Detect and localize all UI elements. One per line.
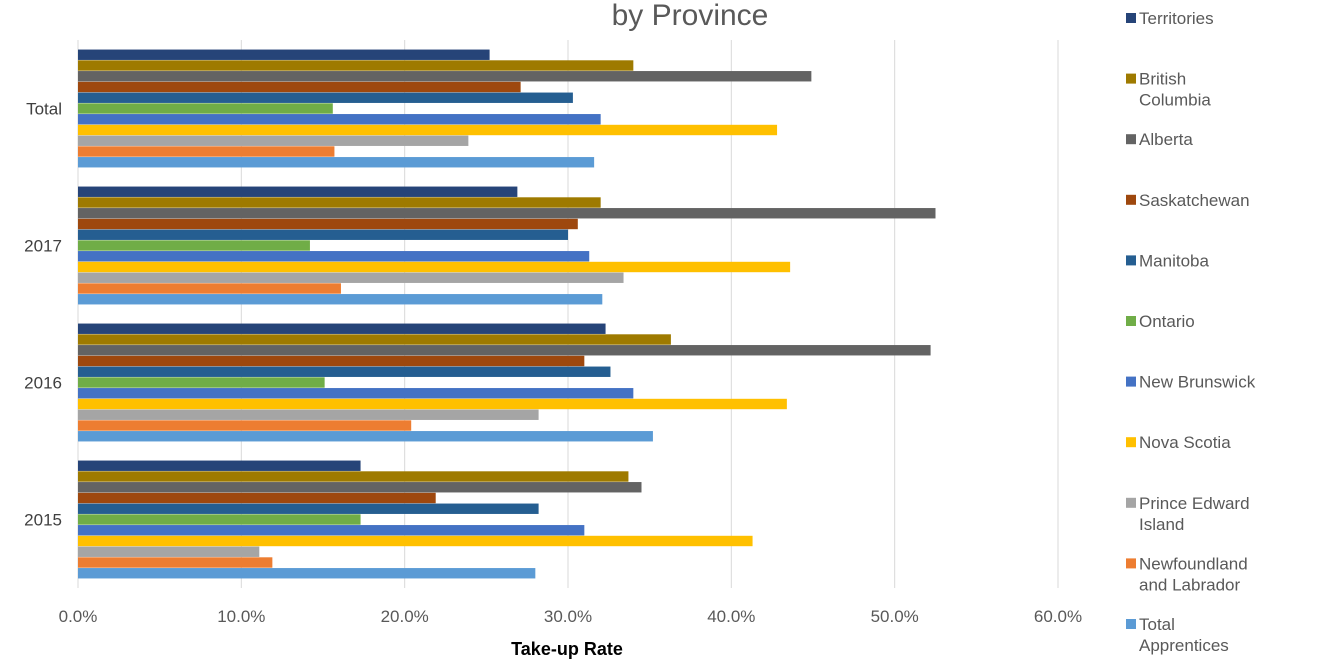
x-tick-label: 0.0% (59, 607, 98, 626)
x-axis-label: Take-up Rate (511, 639, 623, 659)
x-tick-label: 30.0% (544, 607, 592, 626)
bar (78, 546, 260, 557)
bar (78, 92, 573, 103)
legend-swatch (1126, 619, 1136, 629)
bar (78, 366, 611, 377)
bar (78, 514, 361, 525)
bar (78, 218, 578, 230)
bar (78, 114, 601, 125)
legend-label: Territories (1139, 9, 1214, 28)
bar (78, 492, 436, 504)
legend-swatch (1126, 497, 1136, 508)
bar (78, 420, 412, 431)
bar (78, 283, 341, 294)
bar (78, 525, 585, 536)
legend-swatch (1126, 134, 1136, 145)
legend-label: Manitoba (1139, 251, 1209, 270)
x-tick-label: 50.0% (871, 607, 919, 626)
x-axis-ticks: 0.0% 10.0% 20.0% 30.0% 40.0% 50.0% 60.0% (59, 607, 1082, 626)
bar (78, 355, 585, 367)
bar (78, 124, 778, 136)
bar (78, 197, 601, 208)
legend-label: Prince Edward Island (1139, 494, 1250, 534)
bar (78, 377, 325, 388)
bar (78, 557, 273, 568)
category-label: 2015 (24, 511, 62, 530)
bar (78, 186, 518, 197)
x-tick-label: 60.0% (1034, 607, 1082, 626)
bars (78, 49, 936, 579)
legend-label: Nova Scotia (1139, 433, 1231, 452)
legend-swatch (1126, 376, 1136, 387)
bar (78, 103, 333, 114)
y-axis-categories: Total 2017 2016 2015 (24, 100, 62, 530)
legend: Territories British Columbia Alberta Saskatc… (1126, 9, 1256, 655)
legend-swatch (1126, 13, 1136, 23)
category-label: 2017 (24, 237, 62, 256)
x-tick-label: 20.0% (381, 607, 429, 626)
legend-label: Newfoundland and Labrador (1139, 554, 1248, 594)
bar (78, 398, 787, 410)
bar (78, 240, 310, 251)
legend-label: British Columbia (1139, 70, 1211, 110)
chart-title: by Province (612, 0, 769, 32)
bar (78, 431, 653, 442)
bar (78, 146, 335, 157)
legend-label: Alberta (1139, 130, 1193, 149)
bar (78, 460, 361, 471)
legend-label: Saskatchewan (1139, 191, 1250, 210)
bar (78, 482, 642, 493)
bar (78, 323, 606, 334)
legend-label: New Brunswick (1139, 373, 1256, 392)
legend-swatch (1126, 316, 1136, 326)
bar (78, 71, 812, 82)
bar (78, 345, 931, 356)
legend-swatch (1126, 194, 1136, 205)
bar (78, 503, 539, 514)
x-tick-label: 10.0% (217, 607, 265, 626)
legend-swatch (1126, 558, 1136, 569)
bar (78, 208, 936, 219)
bar (78, 388, 634, 399)
x-tick-label: 40.0% (707, 607, 755, 626)
bar (78, 334, 671, 345)
bar (78, 49, 490, 60)
legend-label: Ontario (1139, 312, 1195, 331)
category-label: Total (26, 100, 62, 119)
bar (78, 229, 568, 240)
bar (78, 272, 624, 283)
legend-swatch (1126, 255, 1136, 266)
legend-swatch (1126, 437, 1136, 448)
bar (78, 81, 521, 93)
bar (78, 535, 753, 547)
bar (78, 135, 469, 146)
legend-label: Total Apprentices (1139, 615, 1229, 655)
bar (78, 261, 791, 273)
bar (78, 60, 634, 71)
bar (78, 471, 629, 482)
bar (78, 251, 590, 262)
bar (78, 409, 539, 420)
category-label: 2016 (24, 374, 62, 393)
bar (78, 157, 595, 168)
bar (78, 294, 603, 305)
bar (78, 568, 536, 579)
legend-swatch (1126, 73, 1136, 84)
